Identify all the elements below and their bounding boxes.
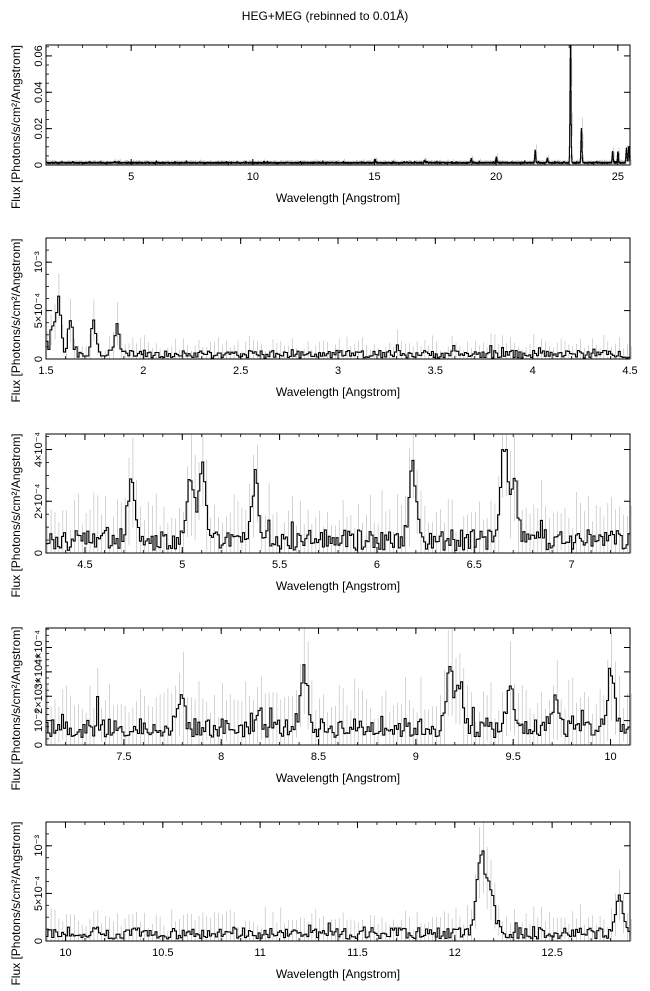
x-tick-label: 5 — [128, 171, 134, 183]
x-tick-label: 10 — [59, 947, 71, 959]
x-tick-label: 8 — [218, 751, 224, 763]
x-tick-label: 2 — [140, 365, 146, 377]
y-tick-label: 0 — [33, 742, 45, 748]
x-tick-label: 10 — [247, 171, 259, 183]
spectrum-series-5 — [46, 850, 631, 940]
x-tick-label: 7.5 — [116, 751, 131, 763]
chart-panel-1: 5 10 15 20 25 0 0.02 0.04 0.06 Wavelength [Angstr… — [9, 44, 632, 209]
y-tick-label: 5×10⁻⁴ — [33, 293, 45, 329]
chart-panel-5: 10 10.5 11 11.5 12 12.5 0 5×10⁻⁴ 10⁻³ Wavelength … — [9, 821, 632, 986]
spectrum-series-3 — [46, 448, 631, 551]
x-tick-label: 2.5 — [233, 365, 248, 377]
x-axis-label: Wavelength [Angstrom] — [276, 771, 400, 785]
chart-panel-3: 4.5 5 5.5 6 6.5 7 0 2×10⁻⁴ 4×10⁻⁴ Wavelength [Ang… — [9, 432, 632, 598]
error-bars-3 — [46, 434, 632, 553]
x-tick-label: 3 — [335, 365, 341, 377]
plot-frame — [45, 237, 631, 360]
y-tick-label: 0.02 — [33, 118, 45, 139]
y-tick-label: 0 — [33, 938, 45, 944]
y-axis-label: Flux [Photons/s/cm²/Angstrom] — [9, 45, 23, 209]
y-tick-label: 10⁻³ — [33, 835, 45, 857]
x-tick-label: 9.5 — [506, 751, 521, 763]
error-bar-path — [46, 45, 632, 165]
y-tick-label: 10⁻³ — [33, 251, 45, 273]
x-tick-label: 5 — [179, 559, 185, 571]
error-bar-path — [46, 822, 632, 941]
x-tick-label: 4 — [530, 365, 536, 377]
y-tick-label: 2×10⁻⁴ — [33, 678, 45, 714]
x-tick-label: 6.5 — [467, 559, 482, 571]
y-tick-label: 4×10⁻⁴ — [33, 630, 45, 666]
spectrum-series-1 — [45, 44, 631, 164]
x-tick-label: 5.5 — [272, 559, 287, 571]
y-tick-label: 3×10⁻⁴ — [33, 654, 45, 690]
x-axis-label: Wavelength [Angstrom] — [276, 967, 400, 981]
spectrum-series-2 — [46, 295, 631, 359]
error-bars-1 — [46, 45, 632, 165]
x-tick-label: 12.5 — [541, 947, 562, 959]
x-tick-label: 20 — [490, 171, 502, 183]
x-tick-label: 10.5 — [152, 947, 173, 959]
y-tick-label: 10⁻⁴ — [33, 709, 45, 732]
y-tick-label: 5×10⁻⁴ — [33, 875, 45, 911]
y-tick-label: 0 — [33, 356, 45, 362]
figure-title: HEG+MEG (rebinned to 0.01Å) — [241, 9, 409, 23]
x-tick-label: 11.5 — [347, 947, 368, 959]
spectrum-series-4 — [46, 664, 631, 738]
x-axis-label: Wavelength [Angstrom] — [276, 385, 400, 399]
plot-frame — [45, 821, 631, 942]
x-tick-label: 4.5 — [622, 365, 637, 377]
error-bars-2 — [46, 273, 632, 359]
x-tick-label: 4.5 — [77, 559, 92, 571]
error-bar-path — [46, 434, 632, 553]
y-tick-label: 0.04 — [33, 82, 45, 103]
y-tick-label: 0.06 — [33, 45, 45, 66]
y-axis-label: Flux [Photons/s/cm²/Angstrom] — [9, 433, 23, 597]
y-axis-label: Flux [Photons/s/cm²/Angstrom] — [9, 238, 23, 402]
x-tick-label: 6 — [374, 559, 380, 571]
x-tick-label: 10 — [604, 751, 616, 763]
error-bar-path — [46, 273, 632, 359]
x-tick-label: 9 — [413, 751, 419, 763]
plot-frame — [45, 44, 631, 166]
y-axis-label: Flux [Photons/s/cm²/Angstrom] — [9, 626, 23, 790]
error-bars-5 — [46, 822, 632, 941]
y-tick-label: 0 — [33, 162, 45, 168]
y-axis-label: Flux [Photons/s/cm²/Angstrom] — [9, 821, 23, 985]
y-tick-label: 2×10⁻⁴ — [33, 483, 45, 519]
x-tick-label: 1.5 — [38, 365, 53, 377]
x-axis-label: Wavelength [Angstrom] — [276, 579, 400, 593]
chart-panel-2: 1.5 2 2.5 3 3.5 4 4.5 0 5×10⁻⁴ 10⁻³ Wavelength [An… — [9, 237, 638, 403]
x-tick-label: 11 — [254, 947, 265, 959]
x-axis-label: Wavelength [Angstrom] — [276, 191, 400, 205]
chart-panel-4: 7.5 8 8.5 9 9.5 10 0 10⁻⁴2×10⁻⁴3×10⁻⁴4×10⁻⁴ Wave… — [9, 626, 632, 791]
x-tick-label: 25 — [612, 171, 624, 183]
x-tick-label: 12 — [449, 947, 461, 959]
x-tick-label: 7 — [569, 559, 575, 571]
x-tick-label: 8.5 — [311, 751, 326, 763]
y-tick-label: 4×10⁻⁴ — [33, 432, 45, 468]
error-bar-path — [46, 628, 632, 745]
x-tick-label: 3.5 — [428, 365, 443, 377]
error-bars-4 — [46, 628, 632, 745]
y-tick-label: 0 — [33, 550, 45, 556]
x-tick-label: 15 — [368, 171, 380, 183]
